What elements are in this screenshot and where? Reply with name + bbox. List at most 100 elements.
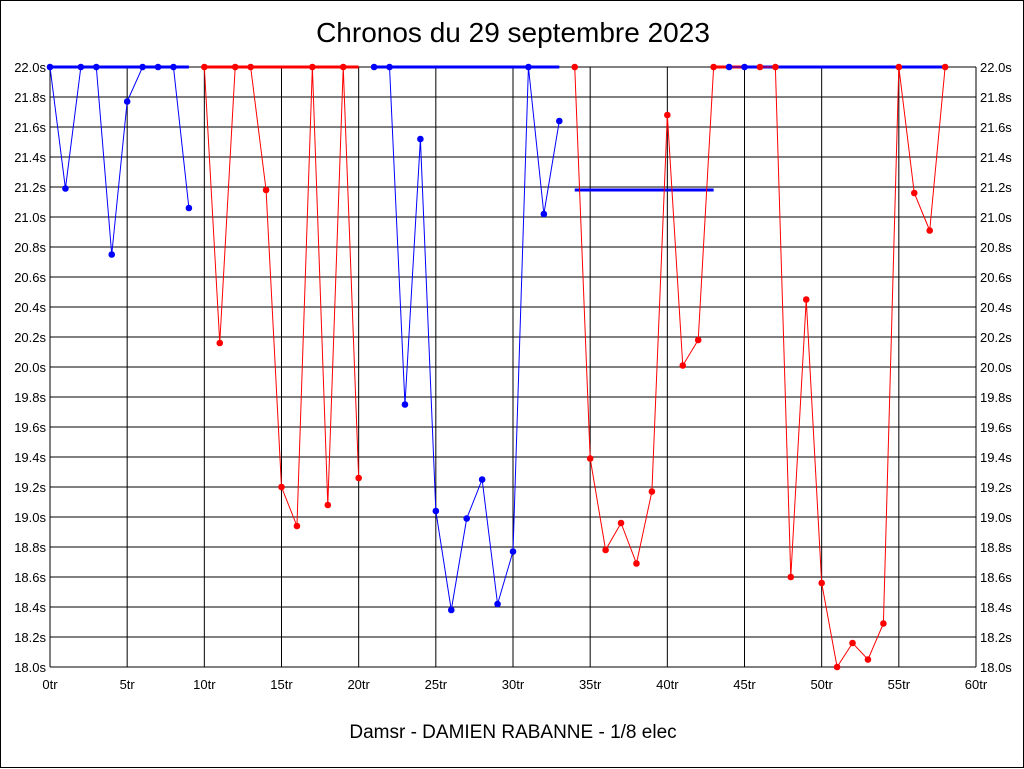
y-tick-label-right: 22.0s bbox=[980, 60, 1012, 75]
data-point bbox=[571, 63, 579, 71]
x-tick-label: 10tr bbox=[193, 677, 216, 692]
y-tick-label: 19.6s bbox=[14, 420, 46, 435]
y-tick-label: 19.0s bbox=[14, 510, 46, 525]
data-point bbox=[185, 204, 193, 212]
data-point bbox=[339, 63, 347, 71]
data-point bbox=[694, 336, 702, 344]
y-tick-label-right: 20.8s bbox=[980, 240, 1012, 255]
data-point bbox=[772, 63, 779, 71]
y-tick-label-right: 19.6s bbox=[980, 420, 1012, 435]
y-tick-label: 20.2s bbox=[14, 330, 46, 345]
data-point bbox=[123, 98, 131, 105]
y-tick-label-right: 19.2s bbox=[980, 480, 1012, 495]
driver-caption: Damsr - DAMIEN RABANNE - 1/8 elec bbox=[349, 722, 677, 743]
data-point bbox=[540, 210, 548, 218]
data-point bbox=[216, 339, 224, 347]
x-tick-label: 20tr bbox=[347, 677, 370, 692]
data-point bbox=[802, 296, 810, 303]
data-point bbox=[278, 483, 285, 491]
x-tick-label: 60tr bbox=[965, 677, 988, 692]
data-point bbox=[478, 476, 486, 483]
y-tick-label: 18.8s bbox=[14, 540, 46, 555]
data-point bbox=[62, 185, 69, 192]
data-point bbox=[725, 63, 733, 71]
x-tick-label: 0tr bbox=[42, 677, 58, 692]
x-tick-label: 35tr bbox=[579, 677, 602, 692]
data-point bbox=[108, 251, 116, 258]
y-tick-label: 21.2s bbox=[14, 180, 46, 195]
data-point bbox=[447, 606, 455, 614]
data-point bbox=[664, 111, 671, 119]
y-tick-label: 21.8s bbox=[14, 90, 46, 105]
data-point bbox=[386, 63, 393, 71]
x-tick-label: 25tr bbox=[425, 677, 448, 692]
y-tick-label-right: 18.2s bbox=[980, 630, 1012, 645]
data-point bbox=[417, 135, 424, 143]
data-point bbox=[586, 455, 594, 462]
data-point bbox=[617, 519, 625, 527]
data-point bbox=[262, 186, 270, 194]
x-tick-label: 15tr bbox=[270, 677, 293, 692]
data-point bbox=[787, 573, 795, 581]
y-tick-label-right: 20.2s bbox=[980, 330, 1012, 345]
reference-lines bbox=[50, 65, 946, 192]
data-point bbox=[93, 63, 100, 71]
data-point bbox=[46, 63, 54, 71]
series-line-2 bbox=[374, 66, 560, 611]
y-tick-label-right: 18.0s bbox=[980, 660, 1012, 675]
y-tick-label-right: 21.4s bbox=[980, 150, 1012, 165]
data-point bbox=[910, 189, 918, 197]
data-point bbox=[154, 63, 162, 71]
data-point bbox=[926, 227, 933, 234]
data-point bbox=[941, 63, 949, 71]
data-point bbox=[355, 474, 362, 482]
series-line-3 bbox=[574, 66, 715, 566]
data-point bbox=[741, 63, 748, 71]
data-point bbox=[324, 501, 332, 509]
y-tick-label: 18.4s bbox=[14, 600, 46, 615]
x-axis: 0tr 5tr 10tr 15tr 20tr 25tr 30tr 35tr 40tr 45tr 50… bbox=[42, 677, 987, 692]
data-point bbox=[880, 620, 887, 627]
data-point bbox=[170, 63, 177, 71]
data-point bbox=[756, 63, 764, 71]
data-point bbox=[463, 515, 471, 522]
y-tick-label: 22.0s bbox=[14, 60, 46, 75]
data-point bbox=[494, 600, 501, 608]
data-point bbox=[247, 63, 254, 71]
y-tick-label: 20.6s bbox=[14, 270, 46, 285]
x-tick-label: 5tr bbox=[120, 677, 136, 692]
y-tick-label: 18.2s bbox=[14, 630, 46, 645]
x-tick-label: 40tr bbox=[656, 677, 679, 692]
y-axis-left: 22.0s 21.8s 21.6s 21.4s 21.2s 21.0s 20.8s 20.6s… bbox=[14, 60, 46, 675]
data-point bbox=[633, 560, 640, 567]
data-point bbox=[864, 656, 872, 663]
data-point bbox=[77, 63, 85, 71]
data-point bbox=[432, 507, 440, 515]
data-points bbox=[46, 63, 949, 671]
data-point bbox=[895, 63, 903, 71]
y-tick-label-right: 21.6s bbox=[980, 120, 1012, 135]
y-tick-label: 18.0s bbox=[14, 660, 46, 675]
data-point bbox=[370, 63, 378, 71]
x-tick-label: 45tr bbox=[733, 677, 756, 692]
data-point bbox=[201, 63, 208, 71]
y-tick-label: 21.4s bbox=[14, 150, 46, 165]
x-tick-label: 50tr bbox=[810, 677, 833, 692]
data-point bbox=[293, 522, 301, 530]
y-tick-label-right: 20.0s bbox=[980, 360, 1012, 375]
x-tick-label: 55tr bbox=[888, 677, 911, 692]
data-point bbox=[710, 63, 717, 71]
data-point bbox=[818, 579, 825, 587]
y-axis-right: 22.0s 21.8s 21.6s 21.4s 21.2s 21.0s 20.8s 20.6s… bbox=[980, 60, 1012, 675]
data-point bbox=[602, 546, 609, 554]
y-tick-label: 19.8s bbox=[14, 390, 46, 405]
y-tick-label: 18.6s bbox=[14, 570, 46, 585]
y-tick-label-right: 20.4s bbox=[980, 300, 1012, 315]
data-point bbox=[648, 488, 656, 495]
y-tick-label: 19.2s bbox=[14, 480, 46, 495]
grid bbox=[49, 66, 977, 668]
y-tick-label-right: 19.8s bbox=[980, 390, 1012, 405]
data-point bbox=[525, 63, 532, 71]
